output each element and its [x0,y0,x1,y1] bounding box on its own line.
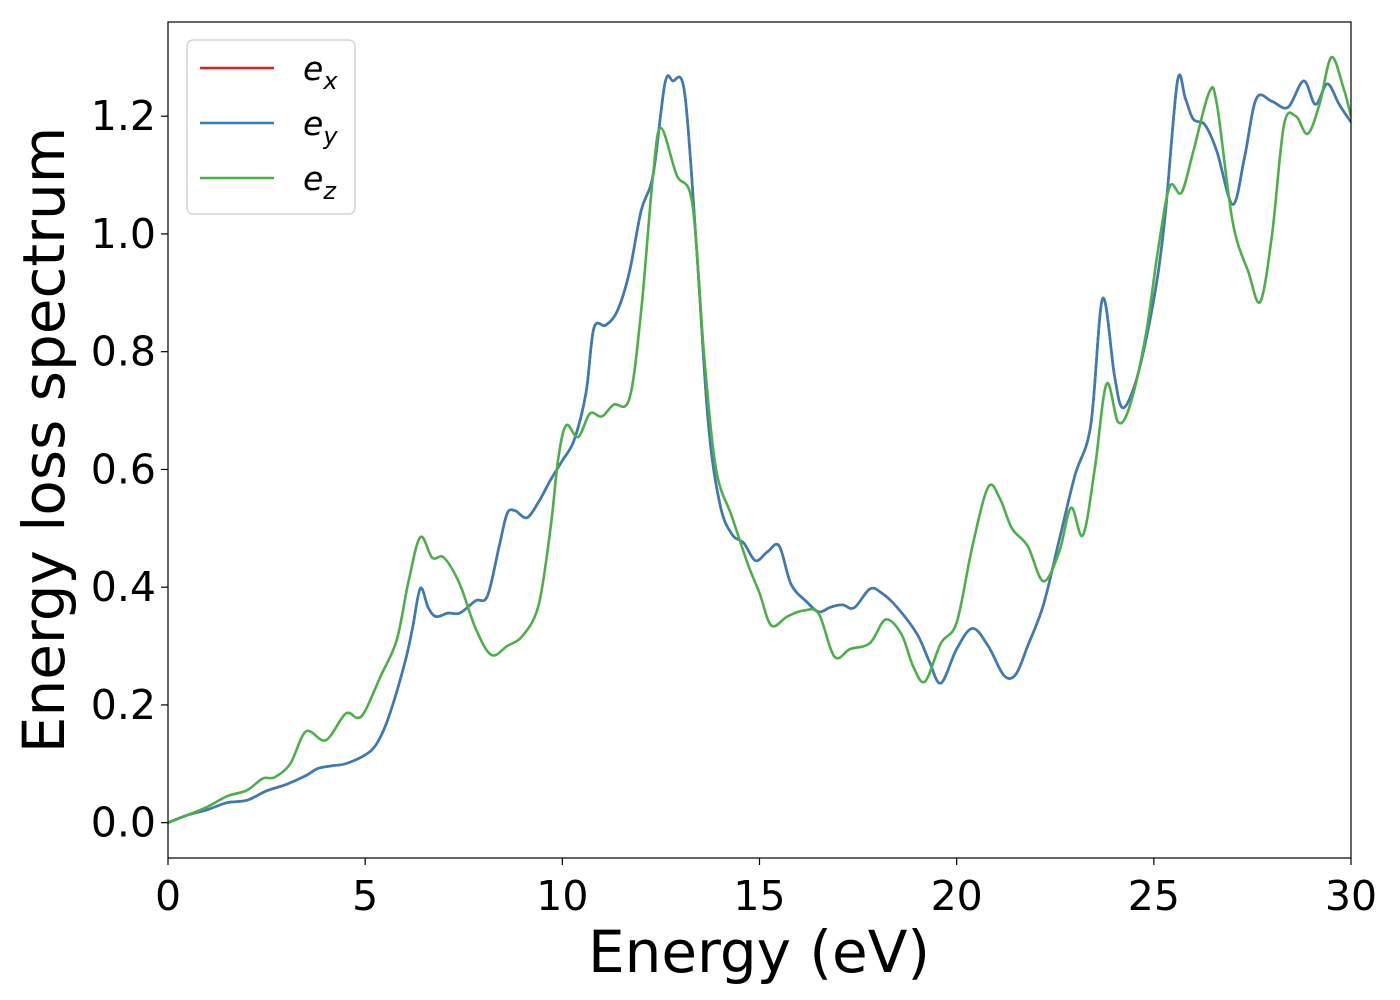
y-tick-label: 0.6 [91,445,156,493]
x-axis: 0 5 10 15 20 25 30 [155,858,1377,920]
y-tick-label: 0.4 [91,563,156,611]
y-tick-label: 1.0 [91,210,156,258]
x-tick-label: 5 [352,872,378,920]
x-tick-label: 10 [536,872,588,920]
x-tick-label: 25 [1128,872,1180,920]
x-axis-label: Energy (eV) [588,918,930,986]
legend-box [186,39,356,215]
y-tick-label: 0.8 [91,328,156,376]
legend-label-z: ez [303,159,337,205]
series-layer [168,56,1351,824]
y-tick-label: 1.2 [91,92,156,140]
x-tick-label: 15 [733,872,785,920]
y-tick-label: 0.2 [91,681,156,729]
y-axis: 0.0 0.2 0.4 0.6 0.8 1.0 1.2 [91,92,168,847]
x-tick-label: 30 [1325,872,1377,920]
series-line-e-z [168,56,1351,824]
x-tick-label: 0 [155,872,181,920]
x-tick-label: 20 [931,872,983,920]
y-axis-label: Energy loss spectrum [10,127,78,753]
y-tick-label: 0.0 [91,799,156,847]
series-line-e-y [168,73,1351,824]
